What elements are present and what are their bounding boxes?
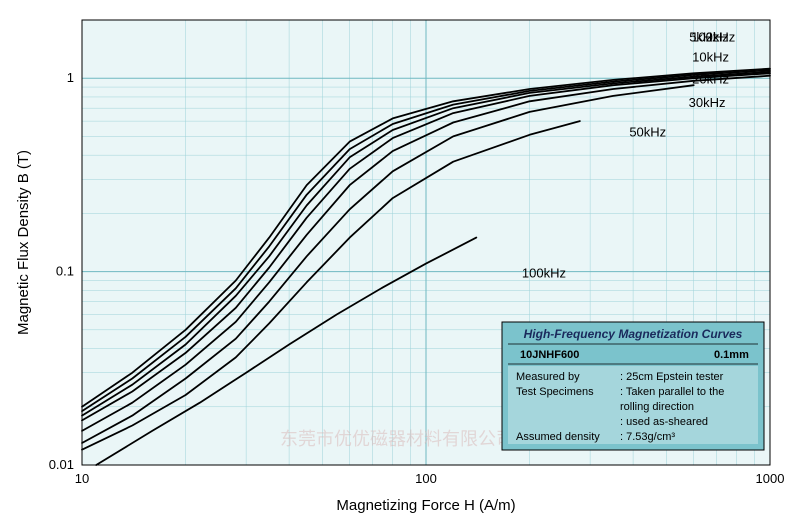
info-product: 10JNHF600: [520, 349, 579, 361]
info-key: Test Specimens: [516, 386, 594, 398]
x-tick: 100: [415, 471, 437, 486]
y-tick: 0.01: [49, 457, 74, 472]
x-axis-label: Magnetizing Force H (A/m): [336, 497, 515, 514]
curve-label-50kHz: 50kHz: [629, 124, 666, 139]
x-tick: 1000: [756, 471, 785, 486]
info-val: : used as-sheared: [620, 416, 708, 428]
info-key: Assumed density: [516, 431, 600, 443]
magnetization-chart: 东莞市优优磁器材料有限公司100Hz2kHz5kHz10kHz20kHz30kH…: [0, 0, 800, 521]
y-tick: 0.1: [56, 264, 74, 279]
info-val: : 7.53g/cm³: [620, 431, 675, 443]
info-val: rolling direction: [620, 401, 694, 413]
watermark: 东莞市优优磁器材料有限公司: [280, 429, 514, 449]
curve-label-10kHz: 10kHz: [692, 50, 729, 65]
y-axis-label: Magnetic Flux Density B (T): [15, 150, 32, 335]
info-title: High-Frequency Magnetization Curves: [524, 327, 743, 341]
info-key: Measured by: [516, 371, 580, 383]
info-box: High-Frequency Magnetization Curves 10JNH…: [502, 322, 764, 450]
curve-label-100kHz: 100kHz: [522, 266, 566, 281]
info-thickness: 0.1mm: [714, 349, 749, 361]
info-val: : Taken parallel to the: [620, 386, 724, 398]
x-tick: 10: [75, 471, 89, 486]
curve-label-30kHz: 30kHz: [689, 95, 726, 110]
y-tick: 1: [67, 70, 74, 85]
curve-label-5kHz: 5kHz: [689, 29, 719, 44]
info-val: : 25cm Epstein tester: [620, 371, 724, 383]
